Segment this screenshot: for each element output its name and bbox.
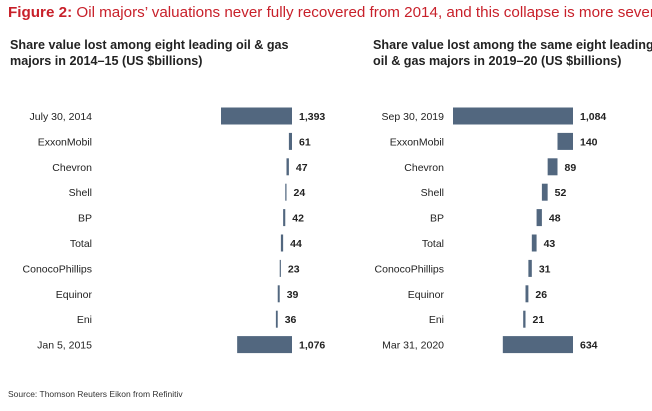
left-bar-2 [286,158,289,176]
right-category-label-9: Mar 31, 2020 [382,340,444,352]
left-category-label-3: Shell [69,187,92,199]
right-bar-4 [536,209,542,227]
right-value-label-5: 43 [544,238,556,250]
right-value-label-2: 89 [565,162,577,174]
right-value-label-7: 26 [535,289,547,301]
left-bar-5 [280,234,284,252]
left-category-label-6: ConocoPhillips [23,263,92,275]
right-value-label-9: 634 [580,340,598,352]
right-bar-2 [547,158,558,176]
left-value-label-3: 24 [293,187,305,199]
left-category-label-9: Jan 5, 2015 [37,340,92,352]
right-category-label-3: Shell [421,187,444,199]
right-bar-1 [557,132,573,150]
right-category-label-2: Chevron [404,162,444,174]
left-bar-0 [221,107,292,125]
left-value-label-0: 1,393 [299,111,325,123]
left-value-label-9: 1,076 [299,340,325,352]
right-category-label-1: ExxonMobil [390,136,444,148]
right-bar-3 [541,183,548,201]
left-value-label-5: 44 [290,238,302,250]
left-bar-7 [277,285,280,303]
figure-title-text: Oil majors’ valuations never fully recov… [76,4,652,21]
right-category-label-0: Sep 30, 2019 [382,111,445,123]
left-value-label-4: 42 [292,213,304,225]
right-value-label-0: 1,084 [580,111,606,123]
right-bar-8 [523,310,526,328]
right-bar-9 [502,336,573,354]
left-bar-6 [279,259,281,277]
right-category-label-7: Equinor [408,289,445,301]
figure-prefix: Figure 2: [8,4,73,21]
right-category-label-4: BP [430,213,444,225]
left-category-label-0: July 30, 2014 [30,111,93,123]
right-chart-title: Share value lost among the same eight le… [373,38,652,68]
right-bar-0 [453,107,573,125]
left-category-label-7: Equinor [56,289,93,301]
left-value-label-2: 47 [296,162,308,174]
right-category-label-5: Total [422,238,444,250]
left-bar-1 [288,132,292,150]
left-bar-3 [285,183,287,201]
left-category-label-8: Eni [77,314,92,326]
figure-title: Figure 2: Oil majors’ valuations never f… [8,4,652,21]
source-note: Source: Thomson Reuters Eikon from Refin… [8,389,183,399]
left-category-label-5: Total [70,238,92,250]
right-bar-5 [531,234,537,252]
left-value-label-7: 39 [287,289,299,301]
right-value-label-3: 52 [555,187,567,199]
right-category-label-8: Eni [429,314,444,326]
right-value-label-6: 31 [539,263,551,275]
left-value-label-6: 23 [288,263,300,275]
right-value-label-1: 140 [580,136,598,148]
right-value-label-4: 48 [549,213,561,225]
right-value-label-8: 21 [533,314,545,326]
left-category-label-2: Chevron [52,162,92,174]
left-bar-8 [275,310,278,328]
left-value-label-1: 61 [299,136,311,148]
left-bar-4 [283,209,286,227]
right-bar-6 [528,259,532,277]
left-category-label-4: BP [78,213,92,225]
left-chart-title: Share value lost among eight leading oil… [10,38,289,68]
left-value-label-8: 36 [285,314,297,326]
left-category-label-1: ExxonMobil [38,136,92,148]
left-bar-9 [237,336,292,354]
right-bar-7 [525,285,529,303]
right-category-label-6: ConocoPhillips [375,263,444,275]
